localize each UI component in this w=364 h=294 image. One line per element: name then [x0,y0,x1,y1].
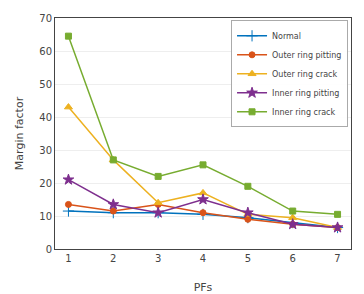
svg-text:Margin factor: Margin factor [13,96,26,170]
svg-text:10: 10 [39,211,52,222]
svg-text:4: 4 [200,253,206,264]
svg-text:Normal: Normal [272,32,301,41]
svg-text:0: 0 [46,244,52,255]
svg-text:Inner ring pitting: Inner ring pitting [272,89,339,98]
svg-text:60: 60 [39,46,52,57]
svg-text:40: 40 [39,112,52,123]
svg-text:50: 50 [39,79,52,90]
svg-text:Inner ring crack: Inner ring crack [272,108,335,117]
svg-text:3: 3 [155,253,161,264]
svg-text:2: 2 [110,253,116,264]
svg-text:Outer ring pitting: Outer ring pitting [272,51,341,60]
svg-text:30: 30 [39,145,52,156]
svg-text:70: 70 [39,13,52,24]
svg-text:7: 7 [334,253,340,264]
svg-text:PFs: PFs [194,281,213,294]
svg-text:6: 6 [290,253,296,264]
svg-text:5: 5 [245,253,251,264]
svg-text:Outer ring crack: Outer ring crack [272,70,337,79]
svg-text:1: 1 [65,253,71,264]
svg-text:20: 20 [39,178,52,189]
